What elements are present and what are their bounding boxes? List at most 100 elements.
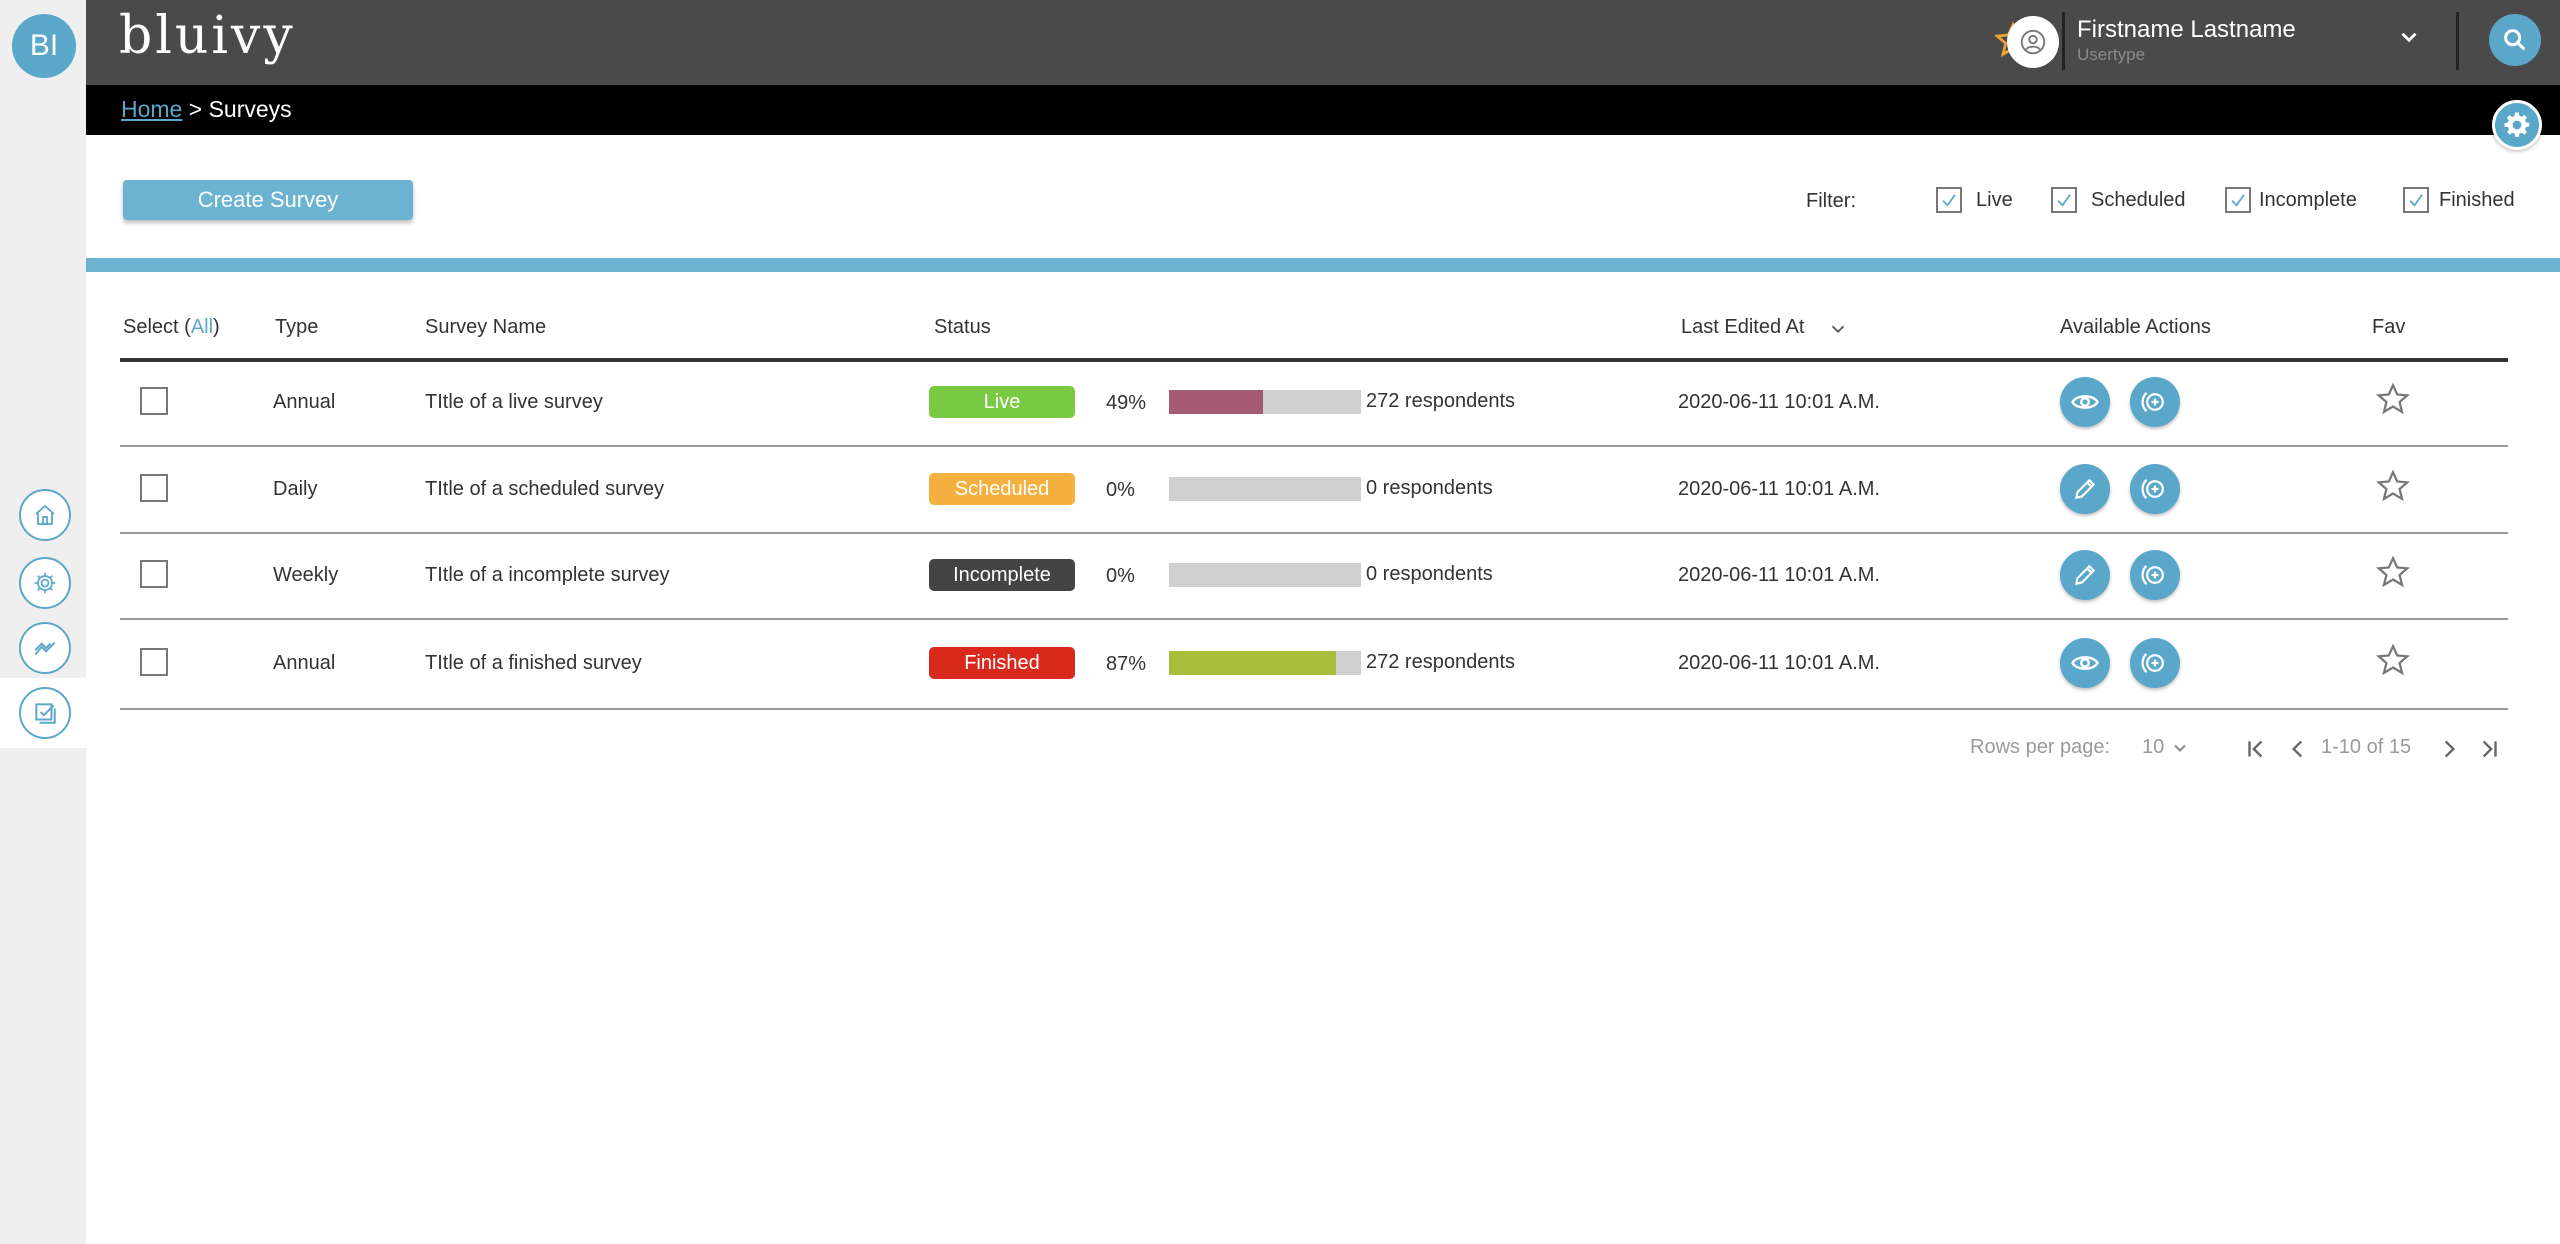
page-settings-button[interactable] bbox=[2492, 100, 2542, 150]
rail-surveys-button[interactable] bbox=[19, 687, 71, 739]
row-divider bbox=[120, 445, 2508, 447]
row-respondents: 272 respondents bbox=[1366, 651, 1516, 673]
last-page-icon[interactable] bbox=[2476, 736, 2502, 762]
row-percent: 0% bbox=[1106, 565, 1135, 587]
favorite-toggle[interactable] bbox=[2375, 554, 2411, 590]
user-type: Usertype bbox=[2077, 45, 2146, 64]
duplicate-survey-button[interactable] bbox=[2130, 464, 2180, 514]
filter-live-checkbox[interactable] bbox=[1936, 187, 1962, 213]
select-header-label: Select ( bbox=[123, 316, 191, 338]
logo-initials: BI bbox=[29, 29, 59, 62]
duplicate-survey-button[interactable] bbox=[2130, 638, 2180, 688]
favorite-toggle[interactable] bbox=[2375, 381, 2411, 417]
search-button[interactable] bbox=[2489, 14, 2541, 66]
filter-finished[interactable]: Finished bbox=[2403, 187, 2515, 213]
create-survey-button[interactable]: Create Survey bbox=[123, 180, 413, 220]
status-badge: Finished bbox=[929, 647, 1075, 679]
previous-page-icon[interactable] bbox=[2285, 736, 2311, 762]
check-icon bbox=[2057, 194, 2071, 207]
status-header: Status bbox=[934, 316, 991, 338]
next-page-icon[interactable] bbox=[2436, 736, 2462, 762]
brand-name[interactable]: bluivy bbox=[119, 6, 296, 66]
rows-per-page-label: Rows per page: bbox=[1970, 736, 2111, 758]
row-survey-name[interactable]: TItle of a live survey bbox=[425, 391, 603, 413]
pencil-icon bbox=[2074, 564, 2096, 586]
check-icon bbox=[1942, 194, 1956, 207]
chevron-down-icon bbox=[2174, 744, 2186, 752]
survey-check-icon bbox=[35, 703, 56, 724]
user-name[interactable]: Firstname Lastname bbox=[2077, 16, 2296, 43]
row-divider bbox=[120, 618, 2508, 620]
row-respondents: 0 respondents bbox=[1366, 477, 1493, 499]
rail-settings-button[interactable] bbox=[19, 557, 71, 609]
app-logo[interactable]: BI bbox=[12, 14, 76, 78]
breadcrumb-bar: Home > Surveys bbox=[86, 85, 2560, 135]
row-percent: 87% bbox=[1106, 653, 1147, 675]
filter-label: Filter: bbox=[1806, 190, 1856, 212]
select-all-link[interactable]: All bbox=[190, 316, 214, 338]
check-icon bbox=[2409, 194, 2423, 207]
header-divider-2 bbox=[2456, 12, 2459, 70]
type-header: Type bbox=[275, 316, 319, 338]
row-checkbox[interactable] bbox=[140, 560, 168, 588]
rail-analytics-button[interactable] bbox=[19, 622, 71, 674]
row-type: Annual bbox=[273, 652, 336, 674]
row-divider bbox=[120, 532, 2508, 534]
row-checkbox[interactable] bbox=[140, 648, 168, 676]
breadcrumb-current: Surveys bbox=[208, 96, 292, 122]
edit-survey-button[interactable] bbox=[2060, 464, 2110, 514]
filter-live-label: Live bbox=[1976, 188, 2013, 211]
home-icon bbox=[35, 504, 55, 525]
add-circle-icon bbox=[2141, 478, 2164, 500]
accent-divider bbox=[86, 258, 2560, 272]
filter-live[interactable]: Live bbox=[1936, 187, 2013, 213]
chevron-down-icon[interactable] bbox=[2396, 24, 2422, 50]
filter-incomplete[interactable]: Incomplete bbox=[2225, 187, 2357, 213]
user-avatar[interactable] bbox=[2007, 16, 2059, 68]
row-survey-name[interactable]: TItle of a scheduled survey bbox=[425, 478, 665, 500]
star-icon bbox=[2376, 469, 2410, 502]
row-respondents: 272 respondents bbox=[1366, 390, 1516, 412]
first-page-icon[interactable] bbox=[2243, 736, 2269, 762]
duplicate-survey-button[interactable] bbox=[2130, 377, 2180, 427]
row-checkbox[interactable] bbox=[140, 387, 168, 415]
sort-chevron-down-icon[interactable] bbox=[1827, 318, 1849, 340]
breadcrumb-separator: > bbox=[188, 96, 203, 122]
row-survey-name[interactable]: TItle of a finished survey bbox=[425, 652, 642, 674]
filter-finished-checkbox[interactable] bbox=[2403, 187, 2429, 213]
response-progress-bar bbox=[1169, 390, 1361, 414]
add-circle-icon bbox=[2141, 652, 2164, 674]
view-survey-button[interactable] bbox=[2060, 377, 2110, 427]
add-circle-icon bbox=[2141, 391, 2164, 413]
survey-name-header: Survey Name bbox=[425, 316, 547, 338]
filter-incomplete-checkbox[interactable] bbox=[2225, 187, 2251, 213]
filter-scheduled[interactable]: Scheduled bbox=[2051, 187, 2186, 213]
response-progress-fill bbox=[1169, 651, 1336, 675]
select-header-close: ) bbox=[213, 316, 220, 338]
status-badge: Scheduled bbox=[929, 473, 1075, 505]
edit-survey-button[interactable] bbox=[2060, 550, 2110, 600]
select-all-header: Select (All) bbox=[123, 316, 220, 339]
row-checkbox[interactable] bbox=[140, 474, 168, 502]
star-icon bbox=[2376, 643, 2410, 676]
last-edited-header[interactable]: Last Edited At bbox=[1681, 316, 1845, 339]
filter-finished-label: Finished bbox=[2439, 188, 2515, 211]
row-last-edited: 2020-06-11 10:01 A.M. bbox=[1678, 391, 1880, 413]
status-badge: Live bbox=[929, 386, 1075, 418]
favorite-toggle[interactable] bbox=[2375, 468, 2411, 504]
row-survey-name[interactable]: TItle of a incomplete survey bbox=[425, 564, 670, 586]
breadcrumb-home-link[interactable]: Home bbox=[121, 96, 183, 122]
row-type: Annual bbox=[273, 391, 336, 413]
eye-icon bbox=[2071, 656, 2099, 670]
duplicate-survey-button[interactable] bbox=[2130, 550, 2180, 600]
filter-scheduled-checkbox[interactable] bbox=[2051, 187, 2077, 213]
gear-icon bbox=[34, 572, 56, 594]
actions-header: Available Actions bbox=[2060, 316, 2211, 338]
row-percent: 0% bbox=[1106, 479, 1135, 501]
table-header-rule bbox=[120, 358, 2508, 362]
rows-per-page-select[interactable]: 10 bbox=[2142, 736, 2190, 759]
view-survey-button[interactable] bbox=[2060, 638, 2110, 688]
favorite-toggle[interactable] bbox=[2375, 642, 2411, 678]
rail-home-button[interactable] bbox=[19, 489, 71, 541]
header-divider bbox=[2062, 12, 2065, 70]
